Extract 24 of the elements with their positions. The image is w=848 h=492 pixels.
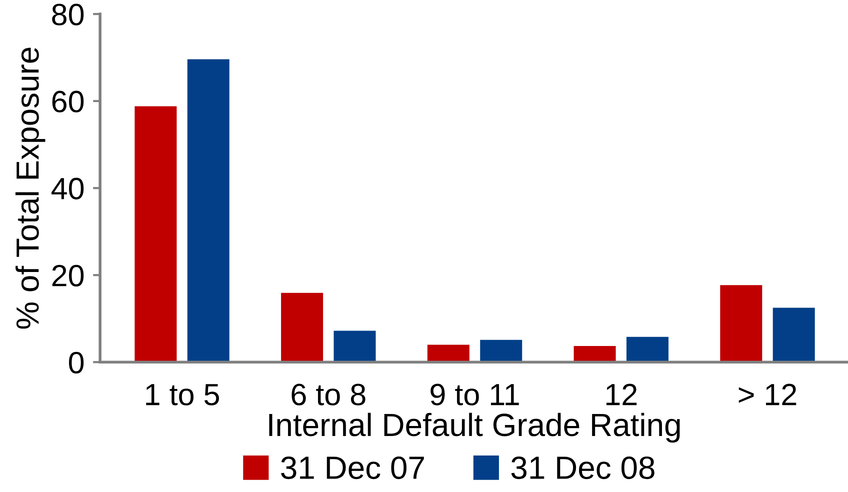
x-tick-label: 6 to 8 [292, 384, 366, 406]
y-axis-title: % of Total Exposure [15, 48, 46, 329]
legend-label: 31 Dec 08 [511, 456, 654, 480]
bar [187, 59, 230, 362]
x-tick-label: 12 [606, 384, 637, 406]
y-tick-label: 20 [52, 264, 84, 286]
x-tick-label: > 12 [738, 384, 796, 406]
bar [134, 106, 177, 362]
bar [334, 330, 376, 362]
y-tick-label: 60 [52, 90, 84, 112]
bar [480, 340, 522, 362]
y-tick-label: 0 [68, 352, 84, 374]
bar [281, 292, 324, 362]
bar [626, 336, 668, 362]
x-tick-label: 9 to 11 [430, 384, 519, 406]
bar [720, 285, 762, 362]
bar [772, 308, 815, 362]
x-tick-label: 1 to 5 [146, 384, 219, 406]
x-axis-title: Internal Default Grade Rating [269, 412, 680, 443]
bar [574, 346, 616, 362]
bar [427, 344, 470, 362]
y-tick-label: 80 [52, 4, 84, 26]
legend-label: 31 Dec 07 [281, 456, 424, 480]
y-tick-label: 40 [52, 178, 84, 200]
